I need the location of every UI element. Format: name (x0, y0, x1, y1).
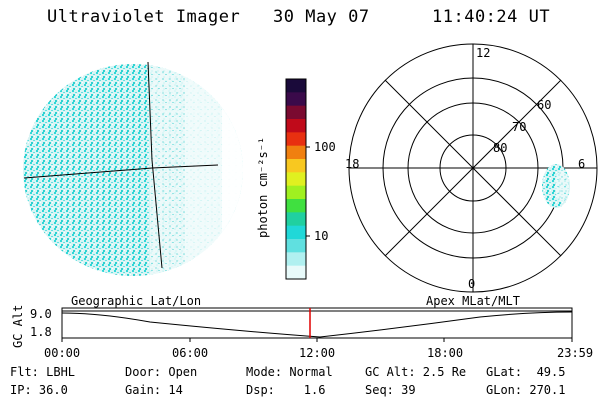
color-bar (286, 79, 306, 280)
colorbar-tick-label-100: 100 (314, 140, 336, 154)
colorbar-segment (286, 185, 306, 200)
colorbar-segment (286, 172, 306, 187)
apex-label: Apex MLat/MLT (426, 294, 520, 308)
earth-image (23, 61, 243, 276)
lat-label-80: 80 (493, 141, 508, 155)
timeline-plot (61, 307, 573, 342)
colorbar-segment (286, 239, 306, 253)
colorbar-segment (286, 145, 306, 160)
colorbar-segment (286, 119, 306, 133)
colorbar-segment (286, 79, 306, 93)
x-tick-1200: 12:00 (299, 346, 336, 360)
seq-info: Seq: 39 (365, 383, 416, 397)
geographic-label: Geographic Lat/Lon (71, 294, 202, 308)
date-label: 30 May 07 (273, 7, 370, 27)
y-tick-1-8: 1.8 (30, 325, 52, 339)
ip-info: IP: 36.0 (10, 383, 68, 397)
colorbar-segment (286, 265, 306, 280)
aurora-patch (542, 164, 570, 208)
colorbar-segment (286, 159, 306, 173)
colorbar-segment (286, 105, 306, 120)
filter-info: Flt: LBHL (10, 365, 76, 379)
colorbar-tick-label-10: 10 (314, 229, 329, 243)
x-tick-0000: 00:00 (44, 346, 81, 360)
gc-alt-info: GC Alt: 2.5 Re (365, 365, 467, 379)
x-tick-0600: 06:00 (172, 346, 209, 360)
glon-info: GLon: 270.1 (486, 383, 566, 397)
colorbar-segment (286, 225, 306, 240)
polar-plot (348, 43, 598, 293)
x-tick-1800: 18:00 (427, 346, 464, 360)
colorbar-segment (286, 212, 306, 227)
time-label: 11:40:24 UT (432, 7, 551, 27)
mlt-label-6: 6 (578, 157, 586, 171)
door-info: Door: Open (125, 365, 198, 379)
dsp-info: Dsp: 1.6 (246, 383, 326, 397)
mlt-label-0: 0 (468, 277, 476, 291)
lat-label-70: 70 (512, 120, 527, 134)
x-tick-2359: 23:59 (557, 346, 594, 360)
colorbar-segment (286, 199, 306, 213)
glat-info: GLat: 49.5 (486, 365, 566, 379)
lat-label-60: 60 (537, 98, 552, 112)
colorbar-unit-label: photon cm⁻²s⁻¹ (256, 136, 270, 238)
color-bar-frame (285, 78, 307, 280)
y-tick-9: 9.0 (30, 307, 52, 321)
mode-info: Mode: Normal (246, 365, 333, 379)
colorbar-segment (286, 132, 306, 147)
colorbar-segment (286, 252, 306, 267)
instrument-title: Ultraviolet Imager (47, 7, 241, 27)
altitude-curve (61, 311, 573, 338)
gc-alt-axis-label: GC Alt (11, 304, 25, 348)
mlt-label-12: 12 (476, 46, 491, 60)
colorbar-segment (286, 92, 306, 107)
gain-info: Gain: 14 (125, 383, 183, 397)
mlt-label-18: 18 (345, 157, 360, 171)
